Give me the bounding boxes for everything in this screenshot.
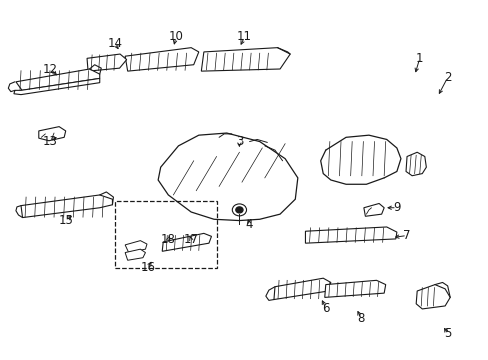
Polygon shape bbox=[363, 203, 384, 216]
Text: 16: 16 bbox=[140, 261, 155, 274]
Text: 18: 18 bbox=[161, 233, 175, 246]
Text: 1: 1 bbox=[415, 52, 423, 65]
Polygon shape bbox=[125, 240, 147, 253]
Text: 11: 11 bbox=[237, 31, 251, 44]
Text: 2: 2 bbox=[443, 71, 450, 84]
Polygon shape bbox=[16, 69, 100, 90]
Polygon shape bbox=[87, 54, 126, 71]
Polygon shape bbox=[201, 48, 289, 71]
Polygon shape bbox=[305, 227, 396, 243]
Text: 9: 9 bbox=[392, 201, 400, 214]
Polygon shape bbox=[415, 285, 449, 309]
Polygon shape bbox=[39, 127, 65, 141]
Text: 12: 12 bbox=[43, 63, 58, 76]
Text: 17: 17 bbox=[183, 233, 198, 246]
Text: 7: 7 bbox=[403, 229, 410, 242]
Polygon shape bbox=[125, 48, 199, 71]
Text: 10: 10 bbox=[168, 31, 183, 44]
Circle shape bbox=[235, 207, 243, 213]
Polygon shape bbox=[21, 195, 112, 217]
Polygon shape bbox=[273, 278, 330, 300]
Polygon shape bbox=[14, 78, 100, 95]
Polygon shape bbox=[324, 280, 385, 297]
Text: 4: 4 bbox=[245, 218, 253, 231]
Polygon shape bbox=[158, 133, 297, 221]
Text: 5: 5 bbox=[443, 327, 450, 340]
Polygon shape bbox=[162, 233, 211, 251]
Text: 3: 3 bbox=[235, 135, 243, 148]
Text: 15: 15 bbox=[58, 214, 73, 227]
Polygon shape bbox=[125, 249, 145, 260]
Text: 14: 14 bbox=[107, 37, 122, 50]
Text: 13: 13 bbox=[43, 135, 58, 148]
Bar bbox=[115, 201, 216, 267]
Text: 8: 8 bbox=[357, 312, 364, 325]
Polygon shape bbox=[405, 152, 426, 176]
Text: 6: 6 bbox=[322, 302, 329, 315]
